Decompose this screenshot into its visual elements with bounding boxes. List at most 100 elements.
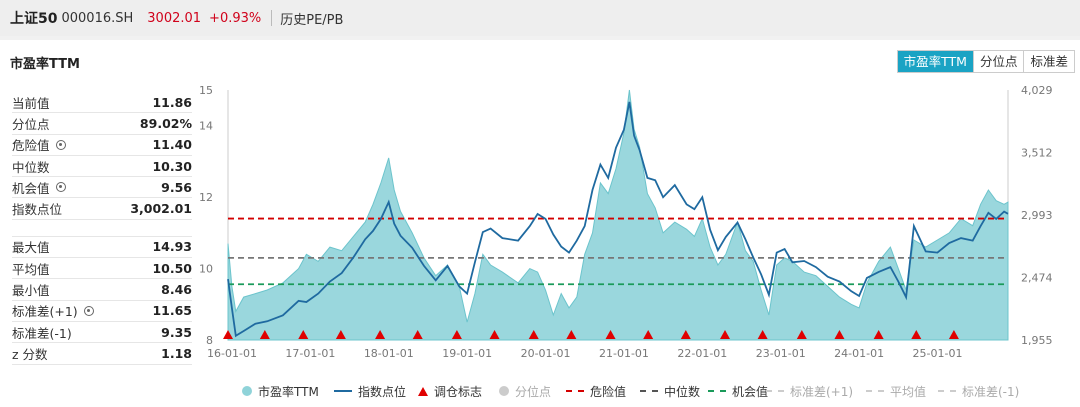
legend-label: 市盈率TTM (258, 384, 319, 399)
rebalance-marker (873, 330, 884, 339)
stat-label: 最大值 (12, 237, 50, 256)
legend-label: 危险值 (590, 384, 627, 399)
rebalance-marker (911, 330, 922, 339)
stat-row: z 分数 1.18 (12, 343, 192, 365)
gear-icon[interactable] (83, 305, 94, 316)
legend-label: 中位数 (664, 384, 701, 399)
rebalance-marker (223, 330, 233, 339)
y-left-tick-label: 8 (206, 334, 213, 347)
tab-pe-ttm[interactable]: 市盈率TTM (897, 51, 973, 72)
rebalance-marker (335, 330, 346, 339)
x-tick-label: 20-01-01 (521, 347, 571, 360)
stat-value: 1.18 (161, 345, 192, 361)
y-left-tick-label: 10 (199, 263, 213, 276)
stat-row: 机会值 9.56 (12, 177, 192, 199)
rebalance-marker (796, 330, 807, 339)
stat-label: 分位点 (12, 114, 50, 133)
x-tick-label: 22-01-01 (677, 347, 727, 360)
legend-label: 机会值 (732, 384, 769, 399)
legend-item[interactable]: 市盈率TTM (242, 381, 319, 401)
tab-std-dev[interactable]: 标准差 (1023, 51, 1074, 72)
rebalance-marker (528, 330, 539, 339)
chart-legend: 市盈率TTM 指数点位 调仓标志 分位点 危险值 中位数 机会值 标准差(+1) 平均值 标准差(… (0, 381, 1080, 401)
x-tick-label: 16-01-01 (207, 347, 257, 360)
stat-row: 分位点 89.02% (12, 113, 192, 135)
stat-label-text: 危险值 (12, 138, 50, 154)
legend-swatch (418, 386, 428, 396)
legend-label: 平均值 (890, 384, 927, 399)
tab-percentile[interactable]: 分位点 (972, 51, 1024, 72)
legend-item[interactable]: 分位点 (499, 381, 551, 401)
rebalance-marker (412, 330, 423, 339)
stat-label: 当前值 (12, 93, 50, 112)
rebalance-marker (489, 330, 500, 339)
history-link[interactable]: 历史PE/PB (280, 12, 344, 28)
legend-item[interactable]: 调仓标志 (418, 381, 482, 401)
stat-value: 11.86 (152, 94, 192, 110)
stat-value: 10.50 (152, 260, 192, 276)
stats-table: 当前值 11.86 分位点 89.02% 危险值 11.40 中位数 10.30 机会值 9.56… (12, 92, 192, 365)
legend-swatch (242, 386, 252, 396)
metric-tabs: 市盈率TTM 分位点 标准差 (896, 50, 1075, 73)
legend-item[interactable]: 指数点位 (334, 381, 406, 401)
stat-row: 最小值 8.46 (12, 279, 192, 301)
stat-value: 89.02% (139, 115, 192, 131)
stat-label-text: z 分数 (12, 346, 48, 362)
index-change: +0.93% (209, 10, 262, 26)
stat-row: 标准差(-1) 9.35 (12, 322, 192, 344)
stat-label-text: 标准差(-1) (12, 325, 72, 341)
rebalance-marker (298, 330, 309, 339)
pe-chart[interactable]: 8 10 12 14 15 1,955 2,474 2,993 3,512 4,029 16-01-… (0, 40, 1080, 380)
header-divider (271, 10, 273, 26)
pe-area-series (227, 89, 1009, 341)
rebalance-marker (566, 330, 577, 339)
legend-item[interactable]: 中位数 (640, 381, 700, 401)
stat-row: 当前值 11.86 (12, 92, 192, 114)
legend-swatch (640, 390, 658, 392)
stat-label: 危险值 (12, 135, 66, 154)
x-tick-label: 24-01-01 (834, 347, 884, 360)
index-code: 000016.SH (61, 10, 134, 26)
stat-value: 10.30 (152, 158, 192, 174)
legend-item[interactable]: 标准差(+1) (766, 381, 853, 401)
stat-value: 8.46 (161, 282, 192, 298)
stat-label: 平均值 (12, 259, 50, 278)
legend-item[interactable]: 危险值 (566, 381, 626, 401)
rebalance-marker (451, 330, 462, 339)
x-tick-label: 23-01-01 (756, 347, 806, 360)
y-right-tick-label: 2,474 (1021, 271, 1053, 284)
rebalance-marker (834, 330, 845, 339)
legend-swatch (766, 390, 784, 392)
y-right-tick-label: 2,993 (1021, 209, 1053, 222)
stat-row: 标准差(+1) 11.65 (12, 301, 192, 322)
rebalance-marker (643, 330, 654, 339)
legend-label: 标准差(-1) (962, 384, 1020, 399)
index-price: 3002.01 (147, 10, 202, 26)
legend-item[interactable]: 标准差(-1) (938, 381, 1019, 401)
legend-item[interactable]: 机会值 (708, 381, 768, 401)
rebalance-marker (720, 330, 731, 339)
stat-label-text: 指数点位 (12, 202, 63, 218)
legend-swatch (708, 390, 726, 392)
stat-value: 11.65 (152, 303, 192, 319)
gear-icon[interactable] (55, 139, 66, 150)
gear-icon[interactable] (55, 182, 66, 193)
legend-swatch (866, 390, 884, 392)
stat-label: 中位数 (12, 157, 50, 176)
stats-gap (12, 220, 192, 237)
y-right-tick-label: 3,512 (1021, 146, 1053, 159)
stat-value: 14.93 (152, 239, 192, 255)
stat-label-text: 机会值 (12, 180, 50, 196)
header-bar: 上证50 000016.SH 3002.01 +0.93% 历史PE/PB (0, 0, 1080, 36)
stat-value: 3,002.01 (130, 201, 192, 217)
legend-swatch (938, 390, 956, 392)
stat-value: 9.35 (161, 324, 192, 340)
legend-label: 调仓标志 (434, 384, 483, 399)
rebalance-marker (605, 330, 616, 339)
stat-row: 中位数 10.30 (12, 156, 192, 178)
legend-label: 指数点位 (358, 384, 407, 399)
stat-label-text: 分位点 (12, 116, 50, 132)
x-tick-label: 25-01-01 (913, 347, 963, 360)
legend-item[interactable]: 平均值 (866, 381, 926, 401)
stat-label-text: 标准差(+1) (12, 304, 78, 320)
